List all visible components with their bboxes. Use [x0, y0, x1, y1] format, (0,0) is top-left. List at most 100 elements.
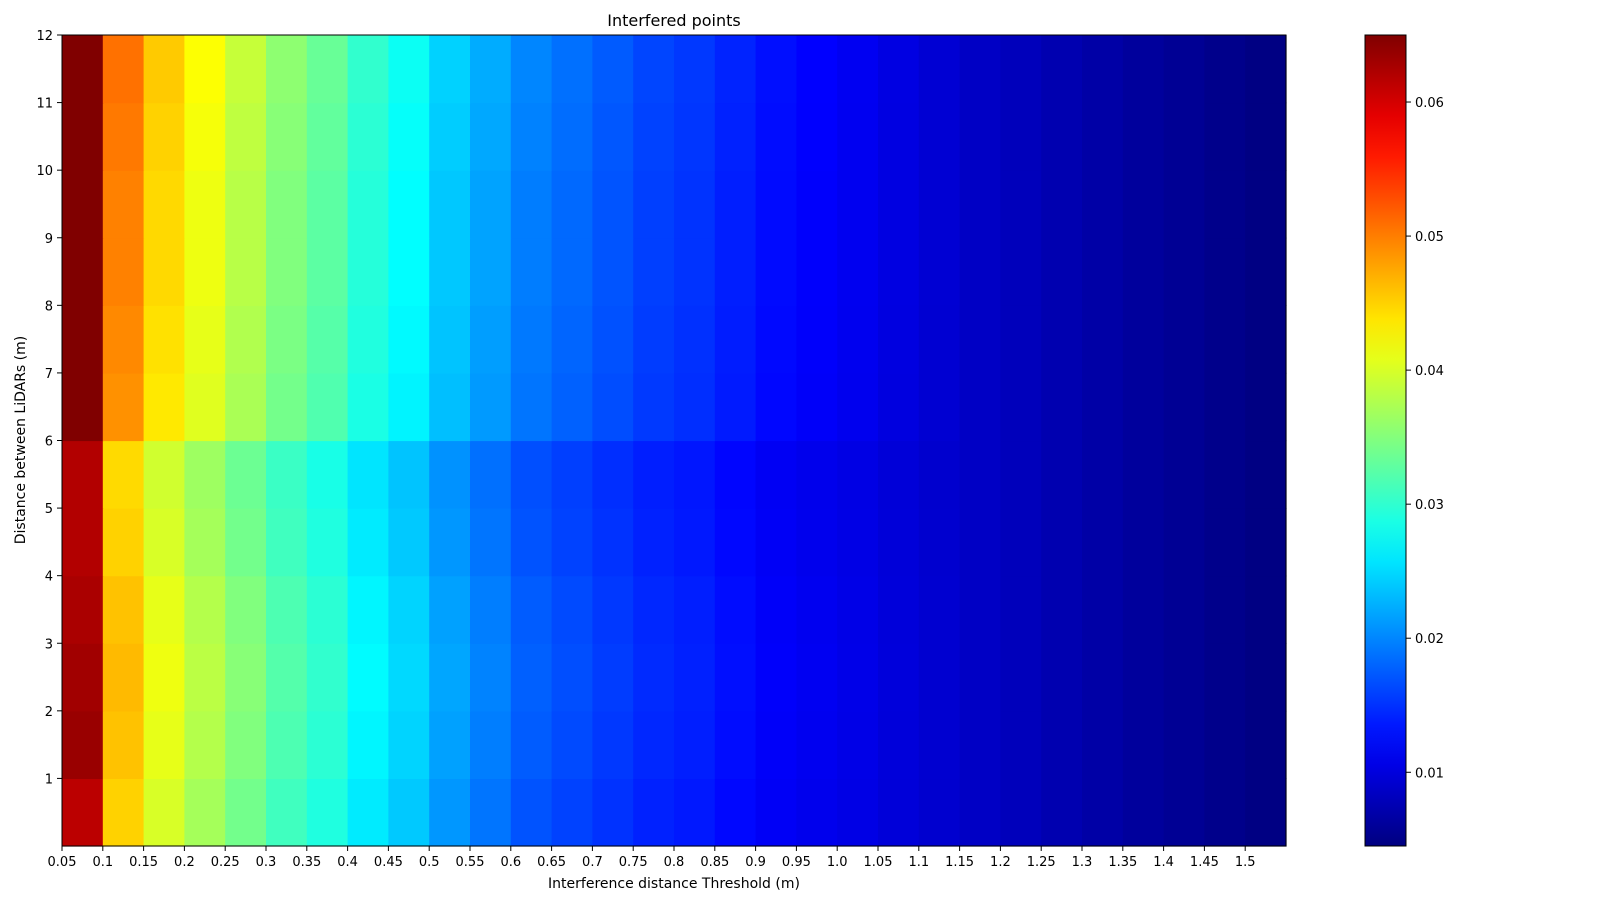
heatmap-cell [837, 170, 879, 239]
heatmap-cell [62, 710, 104, 780]
heatmap-cell [1041, 305, 1083, 374]
x-tick-label: 1.45 [1190, 855, 1219, 870]
heatmap-cell [225, 778, 267, 847]
heatmap-cell [1163, 643, 1205, 712]
heatmap-cell [347, 440, 389, 509]
x-tick-label: 1.25 [1027, 855, 1056, 870]
heatmap-cell [347, 508, 389, 577]
x-tick-label: 0.05 [48, 855, 77, 870]
heatmap-cell [959, 102, 1001, 171]
heatmap-cell [796, 170, 838, 239]
heatmap-cell [1122, 305, 1165, 374]
heatmap-cell [429, 508, 471, 577]
heatmap-cell [1163, 508, 1205, 577]
heatmap-cell [592, 372, 634, 442]
heatmap-cell [62, 305, 104, 374]
heatmap-cell [918, 508, 961, 577]
heatmap-cell [918, 372, 961, 442]
heatmap-cell [143, 237, 185, 306]
heatmap-cell [1041, 778, 1083, 847]
heatmap-cell [633, 508, 675, 577]
heatmap-cell [551, 643, 593, 712]
heatmap-cell [1082, 575, 1124, 644]
heatmap-cell [959, 508, 1001, 577]
heatmap-cell [1000, 778, 1042, 847]
x-tick-label: 0.75 [619, 855, 648, 870]
heatmap-cell [878, 305, 920, 374]
heatmap-cell [1163, 35, 1205, 104]
heatmap-cell [429, 778, 471, 847]
heatmap-cell [306, 643, 349, 712]
heatmap-cell [592, 35, 634, 104]
heatmap-cell [1000, 170, 1042, 239]
heatmap-cell [1000, 102, 1042, 171]
heatmap-cell [551, 778, 593, 847]
heatmap-cell [633, 440, 675, 509]
heatmap-cell [1082, 237, 1124, 306]
heatmap-cell [633, 778, 675, 847]
heatmap-cell [674, 237, 716, 306]
heatmap-cell [1122, 643, 1165, 712]
heatmap-cell [62, 372, 104, 442]
heatmap-cell [796, 575, 838, 644]
heatmap-cell [674, 305, 716, 374]
heatmap-cell [1122, 710, 1165, 780]
heatmap-cell [347, 237, 389, 306]
heatmap-cell [755, 643, 797, 712]
heatmap-cell [796, 508, 838, 577]
heatmap-cell [102, 237, 145, 306]
heatmap-cell [470, 508, 512, 577]
heatmap-cell [918, 102, 961, 171]
heatmap-cell [510, 508, 553, 577]
y-tick-label: 3 [45, 637, 53, 652]
heatmap-cell [959, 440, 1001, 509]
heatmap-cell [755, 372, 797, 442]
heatmap-cell [1163, 372, 1205, 442]
heatmap-cell [184, 643, 226, 712]
heatmap-cell [551, 237, 593, 306]
heatmap-cell [633, 35, 675, 104]
heatmap-cell [266, 575, 308, 644]
y-tick-label: 2 [45, 705, 53, 720]
heatmap-cell [388, 508, 430, 577]
heatmap-cell [1163, 237, 1205, 306]
heatmap-cell [551, 35, 593, 104]
heatmap-cell [837, 237, 879, 306]
heatmap-cell [429, 372, 471, 442]
heatmap-cell [1082, 35, 1124, 104]
heatmap-cell [1204, 305, 1246, 374]
colorbar: 0.01 0.02 0.03 0.04 0.05 0.06 [1364, 34, 1444, 847]
y-tick-label: 1 [45, 772, 53, 787]
heatmap-cell [470, 372, 512, 442]
heatmap-cell [1245, 778, 1287, 847]
heatmap-cell [918, 170, 961, 239]
x-tick-label: 0.4 [337, 855, 358, 870]
heatmap-cell [102, 710, 145, 780]
x-tick-label: 0.6 [500, 855, 521, 870]
heatmap-cell [1082, 643, 1124, 712]
heatmap-cell [633, 643, 675, 712]
heatmap-cell [102, 643, 145, 712]
heatmap-cell [551, 170, 593, 239]
chart-title: Interfered points [607, 11, 740, 30]
heatmap-cell [225, 508, 267, 577]
heatmap-cell [306, 237, 349, 306]
y-tick-label: 12 [36, 29, 53, 44]
heatmap-cell [959, 643, 1001, 712]
heatmap-cell [796, 440, 838, 509]
heatmap-cell [714, 237, 757, 306]
heatmap-cell [225, 102, 267, 171]
heatmap-cell [755, 710, 797, 780]
heatmap-cell [714, 508, 757, 577]
heatmap-cell [1122, 508, 1165, 577]
heatmap-cell [306, 508, 349, 577]
heatmap-cell [1204, 575, 1246, 644]
heatmap-cell [755, 305, 797, 374]
heatmap-cell [306, 102, 349, 171]
heatmap-cell [1204, 778, 1246, 847]
heatmap-cell [225, 170, 267, 239]
heatmap-cell [959, 170, 1001, 239]
heatmap-cell [878, 237, 920, 306]
heatmap-cell [1204, 440, 1246, 509]
